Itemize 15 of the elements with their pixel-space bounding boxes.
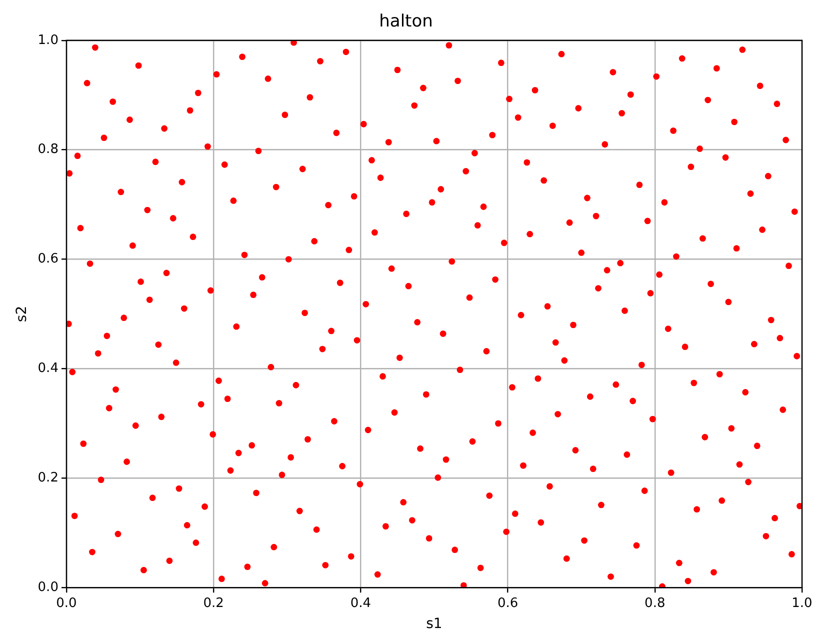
y-tick-label: 0.0	[38, 580, 58, 595]
y-tick-label: 0.2	[38, 470, 58, 486]
y-tick-label: 0.8	[38, 142, 58, 158]
x-tick-label: 0.8	[644, 596, 666, 611]
y-tick-label: 0.6	[38, 252, 58, 267]
y-tick-label: 0.4	[38, 361, 58, 376]
x-tick-label: 0.2	[203, 596, 224, 611]
chart-title: halton	[379, 12, 433, 32]
y-axis-title: s2	[14, 306, 30, 322]
x-tick-label: 0.0	[56, 596, 77, 611]
x-axis-title: s1	[426, 616, 442, 632]
x-tick-label: 1.0	[792, 596, 812, 611]
y-tick-label: 1.0	[38, 32, 58, 48]
x-tick-label: 0.6	[497, 596, 518, 611]
x-tick-label: 0.4	[350, 596, 372, 611]
